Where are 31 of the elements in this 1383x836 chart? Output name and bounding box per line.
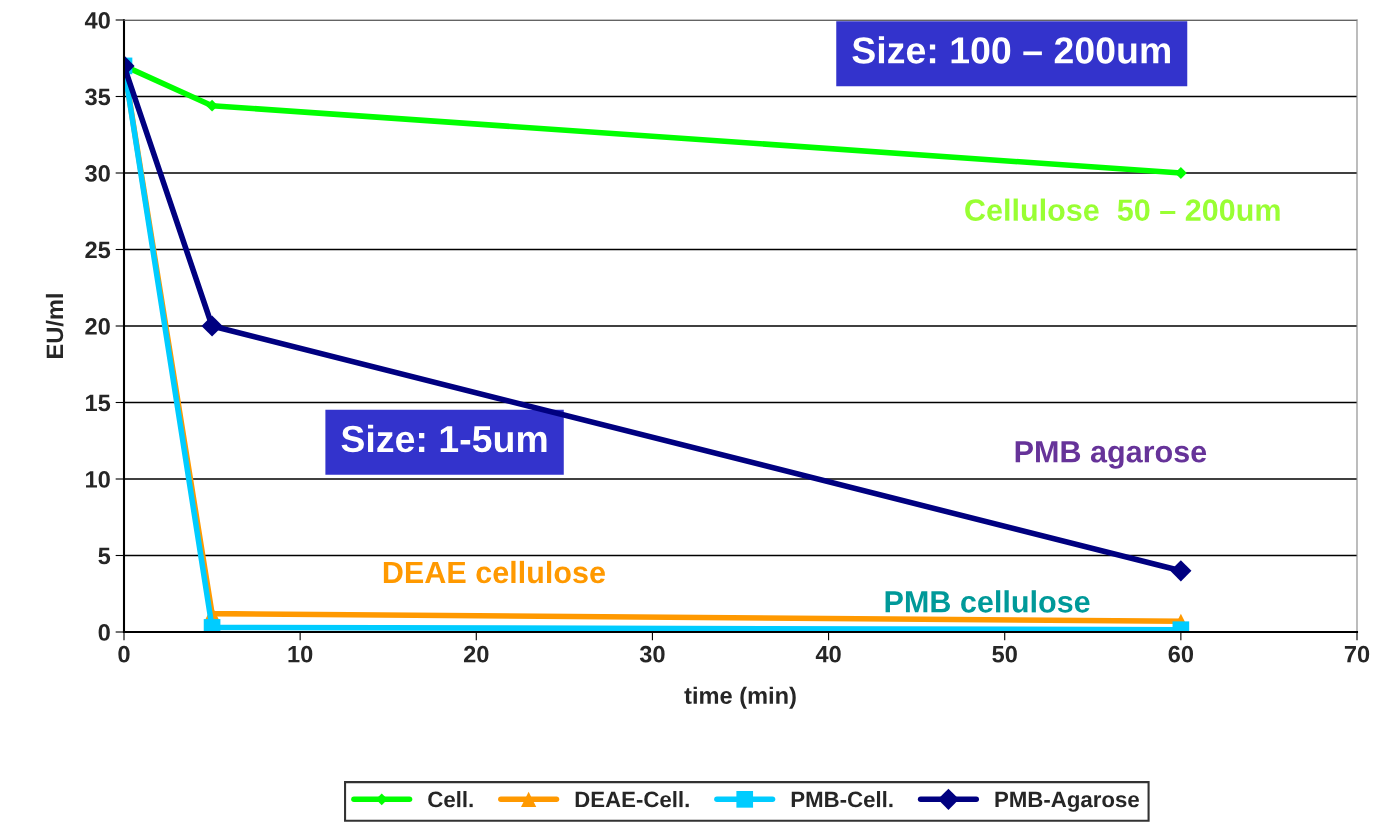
x-tick-label: 30 bbox=[639, 645, 665, 663]
y-tick-label: 5 bbox=[98, 547, 111, 565]
point bbox=[1170, 560, 1192, 582]
y-tick-label: 15 bbox=[86, 394, 111, 412]
annotation: Size: 1-5um bbox=[341, 424, 547, 453]
legend-label: PMB-Cell. bbox=[791, 791, 893, 808]
point bbox=[201, 315, 223, 337]
x-tick-label: 60 bbox=[1168, 645, 1194, 663]
y-tick-label: 25 bbox=[85, 241, 111, 259]
x-tick-label: 50 bbox=[992, 645, 1017, 663]
y-tick-label: 0 bbox=[98, 624, 110, 641]
y-tick-label: 35 bbox=[85, 88, 111, 106]
x-tick-label: 20 bbox=[463, 645, 489, 663]
annotation: PMB cellulose bbox=[885, 590, 1090, 613]
y-tick-label: 30 bbox=[85, 165, 110, 182]
x-tick-label: 0 bbox=[118, 645, 130, 663]
annotation: Cellulose 50 – 200um bbox=[965, 198, 1280, 221]
legend-label: Cell. bbox=[428, 791, 473, 808]
y-tick-label: 40 bbox=[84, 12, 110, 29]
y-axis-title: EU/ml bbox=[45, 294, 64, 358]
x-tick-label: 70 bbox=[1344, 645, 1370, 663]
y-tick-label: 20 bbox=[85, 318, 110, 335]
annotation: Size: 100 – 200um bbox=[852, 36, 1170, 64]
legend-label: DEAE-Cell. bbox=[575, 791, 689, 808]
legend-label: PMB-Agarose bbox=[995, 791, 1139, 812]
annotation: PMB agarose bbox=[1015, 441, 1207, 469]
x-tick-label: 40 bbox=[815, 645, 841, 663]
annotation: DEAE cellulose bbox=[383, 560, 605, 584]
x-tick-label: 10 bbox=[288, 645, 313, 663]
y-tick-label: 10 bbox=[86, 471, 110, 488]
x-axis-title: time (min) bbox=[684, 686, 796, 709]
